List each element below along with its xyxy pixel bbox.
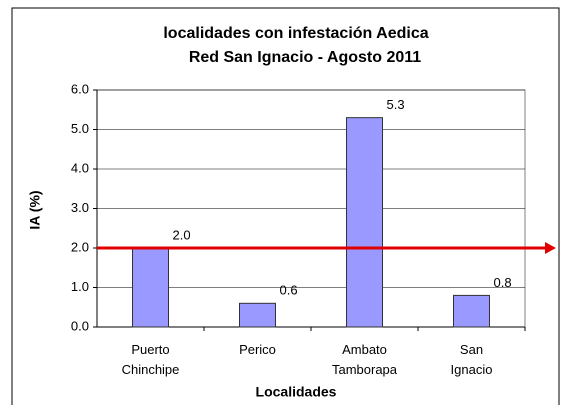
y-tick-label: 4.0 [71, 160, 89, 175]
y-tick-label: 2.0 [71, 239, 89, 254]
bar [132, 247, 169, 328]
y-tick-label: 5.0 [71, 121, 89, 136]
x-tick-label: Ambato Tamborapa [332, 342, 398, 377]
y-axis-title: IA (%) [27, 190, 43, 229]
chart-title: localidades con infestación Aedica [163, 25, 428, 42]
y-tick-label: 3.0 [71, 200, 89, 215]
y-tick-label: 0.0 [71, 318, 89, 333]
x-axis-title: Localidades [256, 384, 337, 400]
x-tick-label: San Ignacio [451, 342, 493, 377]
data-label: 5.3 [387, 97, 405, 112]
x-tick-label: Perico [239, 342, 276, 357]
data-label: 0.6 [280, 283, 298, 298]
y-tick-label: 1.0 [71, 279, 89, 294]
bar [346, 117, 383, 328]
y-tick-label: 6.0 [71, 81, 89, 96]
bar [453, 294, 490, 328]
chart-subtitle: Red San Ignacio - Agosto 2011 [189, 49, 421, 66]
x-tick-label: Puerto Chinchipe [122, 342, 180, 377]
data-label: 0.8 [494, 275, 512, 290]
bar [239, 302, 276, 328]
reference-arrow [545, 242, 556, 254]
data-label: 2.0 [173, 227, 191, 242]
